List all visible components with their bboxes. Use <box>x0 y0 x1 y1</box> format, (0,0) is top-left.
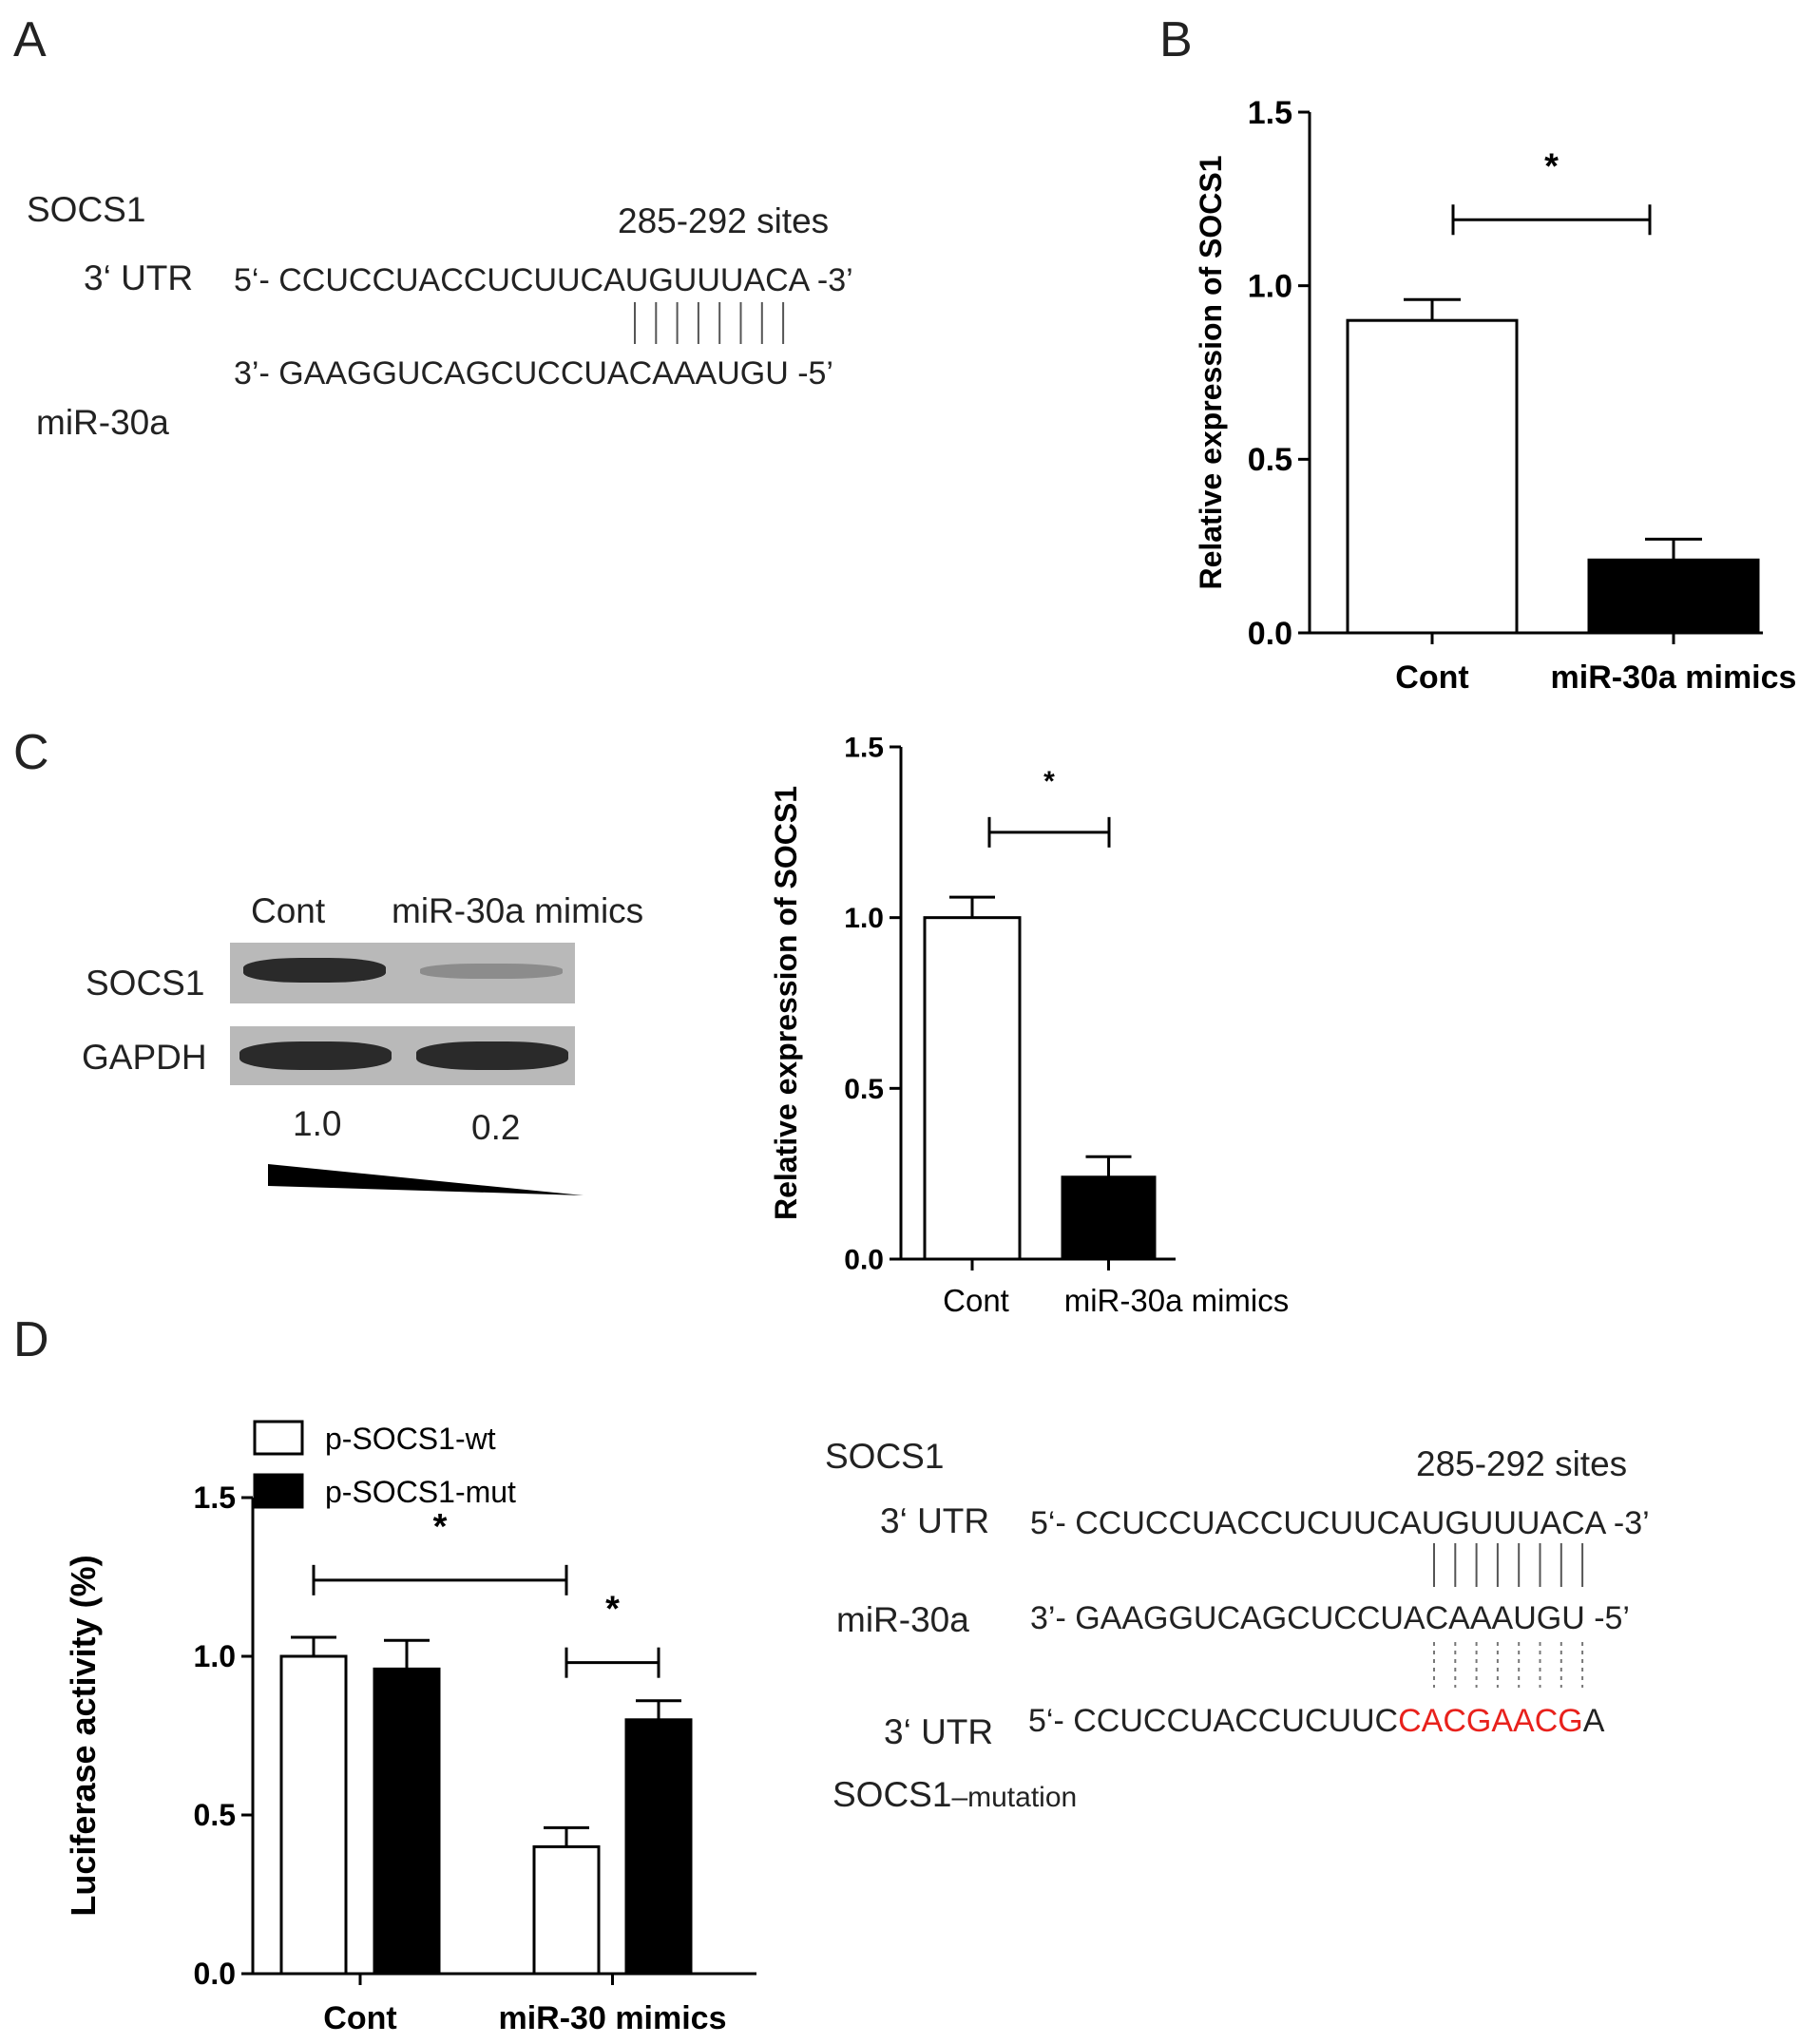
a-site-label: 285-292 sites <box>618 201 830 240</box>
mutation-gene-name: SOCS1 <box>832 1775 952 1814</box>
c-ytick-label: 0.0 <box>844 1245 884 1276</box>
d-mutant-sequence: 5‘- CCUCCUACCUCUUCCACGAACGA <box>1028 1703 1604 1740</box>
d-utr-label: 3‘ UTR <box>880 1501 990 1540</box>
band-socs1-cont <box>243 958 386 983</box>
d-legend-label-wt: p-SOCS1-wt <box>325 1422 496 1456</box>
d-bar-mut-cont <box>373 1667 441 1976</box>
d-legend-swatch-mut <box>253 1473 304 1509</box>
b-category-label: Cont <box>1395 659 1468 696</box>
panel-label-b: B <box>1159 12 1193 67</box>
d-ytick-label: 0.0 <box>194 1957 236 1991</box>
d-bar-mut-mimics <box>624 1718 693 1976</box>
mutant-seq-prefix: 5‘- CCUCCUACCUCUUC <box>1028 1703 1399 1739</box>
blot-strip-gapdh <box>230 1026 575 1085</box>
band-socs1-mimics <box>420 964 563 979</box>
a-utr-sequence: 5‘- CCUCCUACCUCUUCAUGUUUACA -3’ <box>234 262 853 298</box>
c-bar-mimics <box>1061 1175 1157 1261</box>
a-mirna-label: miR-30a <box>36 403 169 442</box>
b-bar-cont <box>1346 318 1519 635</box>
b-ytick-label: 1.5 <box>1248 95 1292 131</box>
mutation-gene-suffix: –mutation <box>951 1782 1078 1813</box>
c-category-label: miR-30a mimics <box>1064 1283 1290 1318</box>
b-ytick-label: 1.0 <box>1248 269 1292 305</box>
d-ytick-label: 0.5 <box>194 1798 236 1832</box>
mutant-seq-mutated: CACGAACG <box>1398 1703 1583 1739</box>
d-bar-wt-mimics <box>532 1844 601 1976</box>
b-ytick-label: 0.5 <box>1248 442 1292 478</box>
blot-row-socs1: SOCS1 <box>86 964 205 1003</box>
c-ytick-label: 1.0 <box>844 903 884 934</box>
c-category-label: Cont <box>943 1283 1009 1318</box>
d-utr-sequence: 5‘- CCUCCUACCUCUUCAUGUUUACA -3’ <box>1030 1505 1650 1541</box>
d-category-label: miR-30 mimics <box>499 2000 727 2036</box>
a-gene-label: SOCS1 <box>27 190 146 229</box>
d-ytick-label: 1.5 <box>194 1480 236 1515</box>
panel-label-d: D <box>13 1312 49 1367</box>
d-mut-utr-label: 3‘ UTR <box>884 1712 994 1751</box>
band-gapdh-cont <box>239 1041 392 1070</box>
d-legend-label-mut: p-SOCS1-mut <box>325 1475 516 1509</box>
c-ytick-label: 1.5 <box>844 733 884 764</box>
blot-lane-cont: Cont <box>251 891 326 930</box>
d-site-label: 285-292 sites <box>1416 1444 1628 1483</box>
c-ytick-label: 0.5 <box>844 1074 884 1105</box>
b-ytick-label: 0.0 <box>1248 616 1292 652</box>
c-y-axis-label: Relative expression of SOCS1 <box>769 786 803 1220</box>
b-y-axis-label: Relative expression of SOCS1 <box>1194 155 1228 589</box>
d-significance-label: * <box>433 1507 448 1547</box>
b-bar-mimics <box>1587 558 1760 635</box>
mutant-seq-suffix: A <box>1582 1703 1605 1739</box>
c-bar-cont <box>923 916 1022 1261</box>
c-significance-label: * <box>1043 766 1055 797</box>
blot-quant-mimics: 0.2 <box>471 1108 521 1147</box>
blot-quant-cont: 1.0 <box>293 1104 342 1143</box>
d-ytick-label: 1.0 <box>194 1639 236 1673</box>
blot-lane-mimics: miR-30a mimics <box>392 891 644 930</box>
figure-decor <box>268 302 1584 1688</box>
blot-strip-socs1 <box>230 943 575 1003</box>
chart-d: 0.0 0.5 1.0 1.5 Luciferase activity (%) Cont m… <box>64 1420 756 2036</box>
d-category-label: Cont <box>323 2000 396 2036</box>
d-y-axis-label: Luciferase activity (%) <box>64 1555 103 1916</box>
blot-row-gapdh: GAPDH <box>82 1038 207 1077</box>
band-gapdh-mimics <box>416 1041 568 1070</box>
panel-label-a: A <box>13 12 47 67</box>
d-legend-swatch-wt <box>253 1420 304 1456</box>
d-mirna-label: miR-30a <box>836 1600 969 1639</box>
d-bar-wt-cont <box>279 1654 348 1976</box>
a-utr-label: 3‘ UTR <box>84 258 194 297</box>
b-category-label: miR-30a mimics <box>1551 659 1797 696</box>
panel-label-c: C <box>13 725 49 780</box>
blot-gradient-wedge <box>268 1164 584 1195</box>
d-mirna-sequence: 3’- GAAGGUCAGCUCCUACAAAUGU -5’ <box>1030 1600 1630 1636</box>
a-mirna-sequence: 3’- GAAGGUCAGCUCCUACAAAUGU -5’ <box>234 355 833 392</box>
d-significance-label: * <box>605 1590 620 1630</box>
d-mutation-gene-label: SOCS1–mutation <box>832 1775 1077 1815</box>
chart-b: 0.0 0.5 1.0 1.5 Relative expression of SOCS1… <box>1194 95 1796 696</box>
b-significance-label: * <box>1544 146 1559 186</box>
chart-c: 0.0 0.5 1.0 1.5 Relative expression of SOCS1… <box>769 733 1289 1319</box>
d-gene-label: SOCS1 <box>825 1437 945 1476</box>
